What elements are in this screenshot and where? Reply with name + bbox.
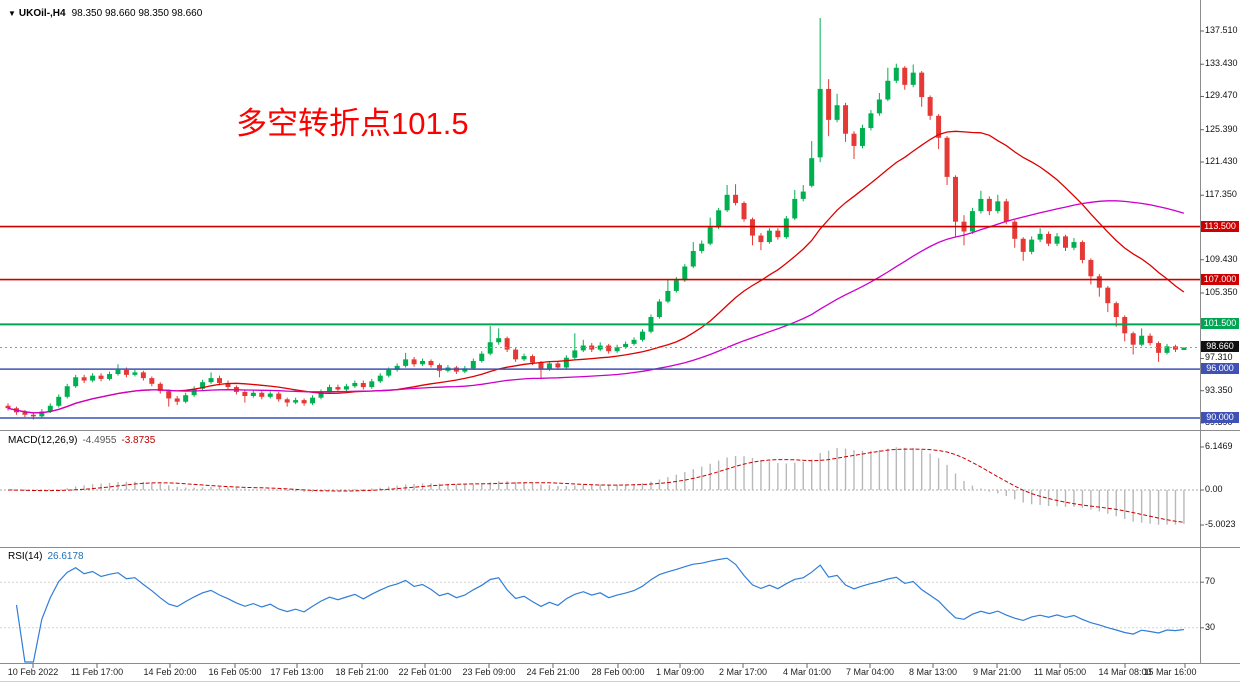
axis-tick-marks: [32, 30, 1204, 668]
macd-name: MACD(12,26,9): [8, 435, 78, 446]
time-axis-label[interactable]: 11 Mar 05:00: [1033, 667, 1087, 677]
price-axis-tick[interactable]: 137.510: [1205, 25, 1238, 35]
time-axis-label[interactable]: 11 Feb 17:00: [70, 667, 124, 677]
price-axis-tick[interactable]: 105.350: [1205, 286, 1238, 297]
macd-main-value: -4.4955: [82, 435, 117, 446]
price-level-badge: 113.500: [1201, 220, 1239, 232]
time-axis-label[interactable]: 28 Feb 00:00: [591, 667, 645, 677]
time-axis-label[interactable]: 15 Mar 16:00: [1143, 667, 1197, 677]
price-axis-tick[interactable]: 109.430: [1205, 253, 1238, 264]
rsi-name: RSI(14): [8, 551, 43, 562]
macd-panel: [0, 447, 1200, 525]
price-axis-tick[interactable]: 97.310: [1205, 352, 1233, 363]
symbol-dropdown-icon[interactable]: ▼: [8, 9, 16, 18]
time-axis-label[interactable]: 9 Mar 21:00: [972, 667, 1022, 677]
window-bottom-strip: [0, 682, 1240, 689]
price-axis-tick[interactable]: 125.390: [1205, 123, 1238, 134]
time-axis-label[interactable]: 24 Feb 21:00: [526, 667, 580, 677]
price-level-badge: 107.000: [1201, 273, 1239, 285]
price-level-badge: 90.000: [1201, 412, 1239, 423]
symbol-info-line: ▼ UKOil-,H4 98.350 98.660 98.350 98.660: [8, 8, 202, 19]
rsi-scale-tick[interactable]: 30: [1205, 621, 1216, 632]
time-axis-label[interactable]: 14 Mar 08:00: [1098, 667, 1152, 677]
macd-indicator-label: MACD(12,26,9) -4.4955 -3.8735: [8, 435, 155, 446]
price-axis-tick[interactable]: 117.350: [1205, 189, 1237, 200]
chart-annotation: 多空转折点101.5: [236, 106, 469, 141]
time-axis-label[interactable]: 22 Feb 01:00: [398, 667, 452, 677]
price-axis-tick[interactable]: 133.430: [1205, 58, 1238, 69]
time-axis-label[interactable]: 2 Mar 17:00: [718, 667, 768, 677]
rsi-scale-tick[interactable]: 70: [1205, 576, 1216, 587]
time-axis-label[interactable]: 18 Feb 21:00: [335, 667, 389, 677]
time-axis-label[interactable]: 10 Feb 2022: [7, 667, 59, 677]
rsi-indicator-label: RSI(14) 26.6178: [8, 551, 84, 562]
macd-scale-tick[interactable]: -5.0023: [1205, 519, 1236, 530]
macd-scale-tick[interactable]: 0.00: [1205, 484, 1223, 494]
price-axis-tick[interactable]: 93.350: [1205, 384, 1233, 395]
price-axis-tick[interactable]: 129.470: [1205, 90, 1238, 101]
rsi-panel: [0, 557, 1200, 663]
time-axis-label[interactable]: 16 Feb 05:00: [208, 667, 262, 677]
price-level-badge: 96.000: [1201, 363, 1239, 375]
time-axis-label[interactable]: 8 Mar 13:00: [908, 667, 958, 677]
time-axis-label[interactable]: 14 Feb 20:00: [143, 667, 197, 677]
rsi-value: 26.6178: [47, 551, 84, 562]
macd-signal-value: -3.8735: [121, 435, 156, 446]
macd-scale-tick[interactable]: 6.1469: [1205, 440, 1233, 451]
bar-ohlc-readout: 98.350 98.660 98.350 98.660: [71, 8, 203, 19]
ma-magenta-line: [7, 200, 1185, 414]
time-axis-label[interactable]: 17 Feb 13:00: [270, 667, 324, 677]
ma-red-line: [7, 130, 1185, 414]
symbol-timeframe-label: UKOil-,H4: [18, 8, 66, 19]
time-axis-label[interactable]: 4 Mar 01:00: [782, 667, 832, 677]
horizontal-level-lines[interactable]: [0, 225, 1200, 419]
current-price-badge: 98.660: [1201, 341, 1239, 353]
price-axis-tick[interactable]: 121.430: [1205, 155, 1238, 166]
time-axis-label[interactable]: 7 Mar 04:00: [845, 667, 895, 677]
time-axis-label[interactable]: 1 Mar 09:00: [655, 667, 705, 677]
time-axis-label[interactable]: 23 Feb 09:00: [462, 667, 516, 677]
price-level-badge: 101.500: [1201, 318, 1239, 330]
candlestick-series: [5, 18, 1187, 420]
